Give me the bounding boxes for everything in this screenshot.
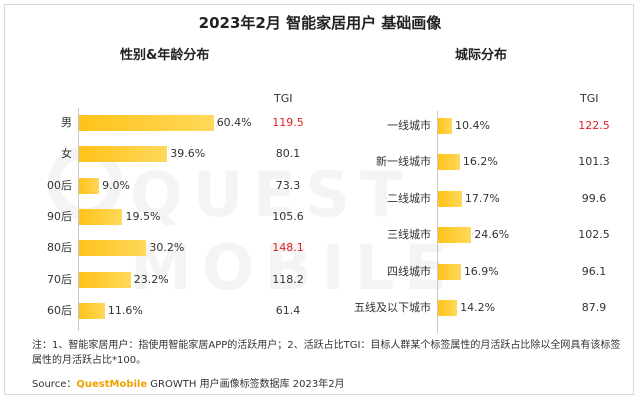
bar	[79, 115, 214, 131]
tgi-value: 80.1	[275, 147, 301, 161]
value-label: 24.6%	[474, 228, 510, 242]
y-axis-line	[437, 111, 438, 334]
left-tgi-header: TGI	[274, 92, 293, 105]
value-label: 11.6%	[107, 303, 143, 317]
category-label: 二线城市	[387, 191, 431, 205]
bar	[438, 190, 462, 207]
tgi-value: 99.6	[581, 191, 607, 205]
tgi-value: 119.5	[272, 116, 304, 129]
category-label: 80后	[47, 241, 72, 255]
tgi-value: 122.5	[578, 119, 610, 132]
tgi-value: 73.3	[275, 178, 301, 192]
bar	[79, 177, 100, 194]
tgi-value: 96.1	[581, 264, 607, 278]
category-label: 四线城市	[387, 264, 431, 278]
tgi-value: 105.6	[272, 209, 304, 223]
category-label: 三线城市	[387, 228, 431, 242]
value-label: 9.0%	[102, 178, 131, 192]
source-prefix: Source：	[32, 379, 77, 390]
value-label: 30.2%	[149, 241, 185, 255]
value-label: 17.7%	[464, 191, 500, 205]
bar	[438, 154, 460, 171]
value-label: 16.2%	[462, 155, 498, 169]
bar	[79, 302, 105, 319]
source-rest: GROWTH 用户画像标签数据库 2023年2月	[147, 379, 345, 390]
tgi-value: 148.1	[272, 241, 304, 255]
right-panel-title: 城际分布	[455, 48, 508, 63]
value-label: 19.5%	[125, 209, 161, 223]
right-tgi-header: TGI	[580, 92, 599, 105]
category-label: 70后	[47, 272, 72, 286]
bar	[79, 146, 168, 163]
category-label: 五线及以下城市	[354, 301, 431, 314]
value-label: 39.6%	[170, 147, 206, 161]
category-label: 60后	[47, 303, 72, 317]
category-label: 90后	[47, 209, 72, 223]
bar	[79, 240, 147, 257]
category-label: 00后	[47, 178, 72, 192]
value-label: 23.2%	[133, 272, 169, 286]
tgi-value: 61.4	[275, 303, 301, 317]
tgi-value: 87.9	[581, 301, 607, 314]
bar	[79, 208, 123, 225]
left-panel-title: 性别&年龄分布	[120, 48, 210, 63]
tgi-value: 101.3	[578, 155, 610, 169]
source-brand: QuestMobile	[76, 379, 148, 390]
bar	[438, 118, 453, 134]
y-axis-line	[78, 108, 79, 332]
value-label: 16.9%	[463, 264, 499, 278]
footnote: 注：1、智能家居用户：指使用智能家居APP的活跃用户；2、活跃占比TGI：目标人…	[32, 340, 621, 366]
tgi-value: 102.5	[578, 228, 610, 242]
bar	[438, 300, 458, 316]
source-line: Source：QuestMobile GROWTH 用户画像标签数据库 2023…	[32, 375, 345, 390]
bar	[438, 227, 472, 244]
category-label: 男	[61, 116, 72, 129]
value-label: 10.4%	[455, 119, 490, 132]
bar	[438, 263, 461, 280]
chart-frame	[4, 4, 634, 395]
tgi-value: 118.2	[272, 272, 304, 286]
category-label: 新一线城市	[376, 155, 431, 169]
category-label: 女	[61, 147, 72, 161]
page-title: 2023年2月 智能家居用户 基础画像	[198, 14, 442, 32]
category-label: 一线城市	[387, 119, 431, 132]
value-label: 60.4%	[216, 116, 252, 129]
bar	[79, 271, 131, 288]
value-label: 14.2%	[460, 301, 496, 314]
